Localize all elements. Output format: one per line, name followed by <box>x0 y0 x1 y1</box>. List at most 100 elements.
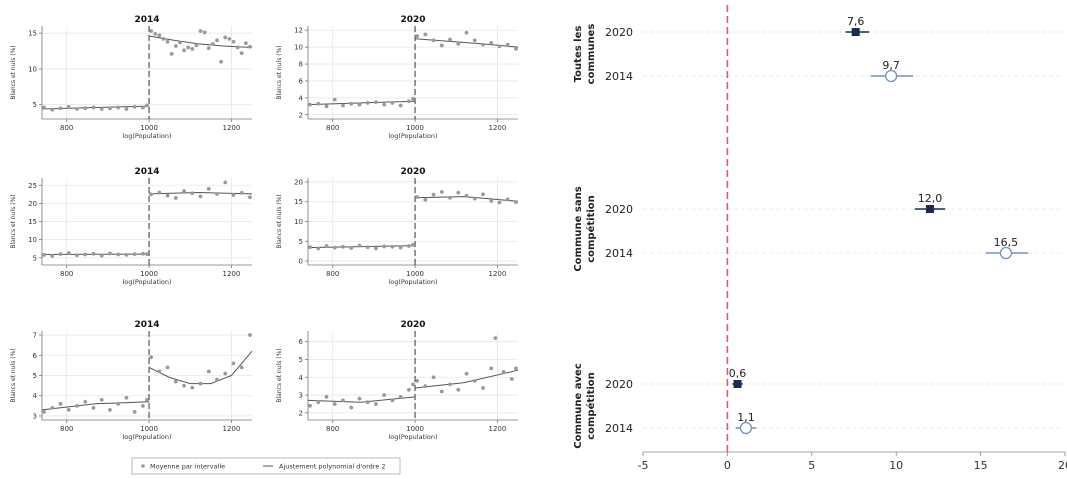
bin-mean-point <box>365 245 370 250</box>
group-label: Commune avec compétition <box>573 363 597 449</box>
bin-mean-point <box>165 193 170 198</box>
x-tick-label: 10 <box>889 459 903 472</box>
y-tick-label: 20 <box>28 200 37 208</box>
bin-mean-point <box>223 35 228 40</box>
bin-mean-point <box>140 251 145 256</box>
bin-mean-point <box>464 193 469 198</box>
x-tick-label: -5 <box>638 459 649 472</box>
x-tick-label: 800 <box>326 425 339 433</box>
estimate-label: 16,5 <box>994 236 1019 249</box>
bin-mean-point <box>308 245 312 250</box>
bin-mean-point <box>398 245 403 250</box>
bin-mean-point <box>219 59 224 64</box>
legend-dot-label: Moyenne par intervalle <box>150 463 225 471</box>
bin-mean-point <box>332 402 337 406</box>
y-tick-label: 15 <box>28 218 37 226</box>
bin-mean-point <box>116 105 121 110</box>
x-axis-title: log(Population) <box>122 433 171 441</box>
bin-mean-point <box>332 97 337 102</box>
y-tick-label: 5 <box>33 372 37 380</box>
group-label: Toutes les communes <box>573 24 597 85</box>
bin-mean-point <box>206 186 211 191</box>
bin-mean-point <box>374 100 378 104</box>
x-tick-label: 1200 <box>222 270 240 278</box>
x-tick-label: 800 <box>60 124 73 132</box>
rd-panel-avec-2020: 2 3 4 5 6 800 1000 1200 2020 log(Population) Blanc… <box>276 320 519 441</box>
estimate-marker-2014 <box>739 421 753 435</box>
bin-mean-point <box>235 45 240 50</box>
y-tick-label: 4 <box>299 374 304 382</box>
y-tick-label: 2 <box>299 111 303 119</box>
group-label-line: Toutes les <box>573 26 584 83</box>
bin-mean-point <box>132 252 137 257</box>
y-tick-label: 3 <box>299 392 303 400</box>
estimate-label: 12,0 <box>918 192 943 205</box>
bin-mean-point <box>66 104 71 109</box>
bin-mean-point <box>472 196 477 201</box>
bin-mean-point <box>489 41 494 45</box>
bin-mean-point <box>206 369 211 374</box>
rd-panel-avec-2014: 3 4 5 6 7 800 1000 1200 2014 log(Population) Blanc… <box>10 320 253 441</box>
bin-mean-point <box>374 246 378 251</box>
bin-mean-point <box>239 365 244 370</box>
bin-mean-point <box>165 39 170 44</box>
panel-title: 2014 <box>134 15 159 25</box>
bin-mean-point <box>149 192 154 197</box>
row-year-label: 2020 <box>605 378 633 391</box>
x-tick-label: 1000 <box>140 270 158 278</box>
bin-mean-point <box>509 377 514 381</box>
y-axis-title: Blancs et nuls (%) <box>10 348 17 402</box>
bin-mean-point <box>198 194 203 199</box>
plot-area <box>308 26 518 119</box>
bin-mean-point <box>173 379 178 384</box>
y-axis-title: Blancs et nuls (%) <box>276 348 283 402</box>
bin-mean-point <box>91 251 96 256</box>
bin-mean-point <box>239 190 244 195</box>
bin-mean-point <box>448 37 452 42</box>
row-year-label: 2014 <box>605 247 633 260</box>
fit-line-right <box>415 196 519 202</box>
bin-mean-point <box>514 366 518 371</box>
bin-mean-point <box>316 101 321 106</box>
bin-mean-point <box>493 336 498 341</box>
x-tick-label: 1200 <box>488 270 506 278</box>
x-axis-title: log(Population) <box>122 132 171 140</box>
bin-mean-point <box>58 401 63 406</box>
bin-mean-point <box>382 102 387 107</box>
bin-mean-point <box>501 370 506 374</box>
row-year-label: 2020 <box>605 203 633 216</box>
bin-mean-point <box>341 103 345 108</box>
bin-mean-point <box>124 395 129 400</box>
bin-mean-point <box>182 189 186 193</box>
panel-title: 2020 <box>400 167 425 177</box>
bin-mean-point <box>489 366 494 371</box>
bin-mean-point <box>481 192 485 197</box>
estimate-marker-2020 <box>733 380 742 388</box>
bin-mean-point <box>210 41 215 46</box>
row-year-label: 2020 <box>605 26 633 39</box>
x-tick-label: 800 <box>60 270 73 278</box>
bin-mean-point <box>411 242 415 247</box>
bin-mean-point <box>140 105 145 110</box>
x-tick-label: 800 <box>326 270 339 278</box>
bin-mean-point <box>206 46 211 51</box>
bin-mean-point <box>374 402 378 406</box>
x-axis-title: log(Population) <box>388 433 437 441</box>
bin-mean-point <box>456 41 461 46</box>
bin-mean-point <box>153 31 158 36</box>
bin-mean-point <box>324 394 329 399</box>
y-tick-label: 6 <box>299 77 304 85</box>
bin-mean-point <box>198 29 203 33</box>
bin-mean-point <box>357 396 362 401</box>
group-label-line: Commune sans <box>573 186 584 271</box>
bin-mean-point <box>332 245 337 250</box>
panel-title: 2014 <box>134 320 159 330</box>
bin-mean-point <box>448 382 452 387</box>
y-tick-label: 5 <box>33 254 37 262</box>
x-tick-label: 1200 <box>222 124 240 132</box>
estimate-label: 9,7 <box>882 59 900 72</box>
y-tick-label: 2 <box>299 409 303 417</box>
bin-mean-point <box>42 410 46 414</box>
bin-mean-point <box>124 252 129 257</box>
